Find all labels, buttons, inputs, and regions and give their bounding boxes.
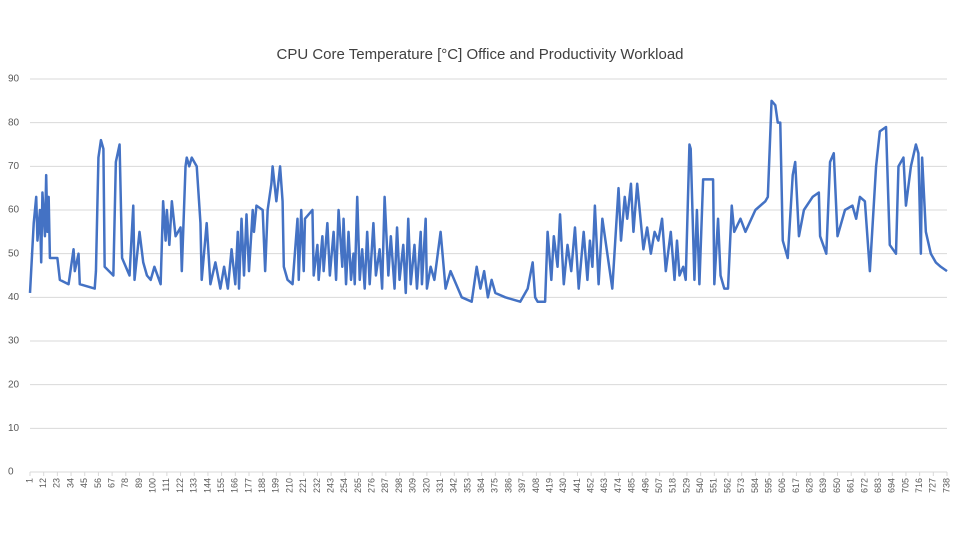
x-tick-label: 89: [134, 478, 144, 488]
y-tick-label: 10: [8, 423, 20, 434]
y-tick-label: 30: [8, 336, 20, 347]
x-tick-label: 309: [408, 478, 418, 493]
x-tick-label: 386: [503, 478, 513, 493]
x-tick-label: 210: [284, 478, 294, 493]
x-tick-label: 188: [257, 478, 267, 493]
x-tick-label: 265: [353, 478, 363, 493]
x-tick-label: 331: [435, 478, 445, 493]
x-tick-label: 397: [517, 478, 527, 493]
x-tick-label: 441: [572, 478, 582, 493]
x-tick-label: 496: [640, 478, 650, 493]
line-series: [28, 99, 948, 303]
x-tick-label: 584: [750, 478, 760, 493]
x-tick-label: 727: [928, 478, 938, 493]
x-tick-label: 474: [613, 478, 623, 493]
x-tick-label: 419: [544, 478, 554, 493]
x-tick-label: 672: [859, 478, 869, 493]
x-tick-label: 320: [421, 478, 431, 493]
x-tick-label: 111: [161, 478, 171, 492]
x-tick-label: 100: [148, 478, 158, 493]
x-tick-label: 617: [791, 478, 801, 493]
x-tick-label: 430: [558, 478, 568, 493]
x-tick-label: 254: [339, 478, 349, 493]
y-tick-label: 40: [8, 292, 20, 303]
x-tick-label: 452: [586, 478, 596, 493]
y-tick-label: 80: [8, 117, 20, 128]
x-tick-label: 639: [818, 478, 828, 493]
x-tick-label: 199: [271, 478, 281, 493]
x-tick-label: 177: [243, 478, 253, 493]
x-tick-label: 661: [846, 478, 856, 493]
x-tick-label: 144: [202, 478, 212, 493]
x-tick-label: 375: [490, 478, 500, 493]
x-tick-label: 606: [777, 478, 787, 493]
x-tick-label: 738: [941, 478, 951, 493]
chart-title: CPU Core Temperature [°C] Office and Pro…: [277, 46, 684, 63]
x-tick-label: 221: [298, 478, 308, 493]
x-tick-label: 23: [52, 478, 62, 488]
x-tick-label: 166: [230, 478, 240, 493]
x-tick-label: 540: [695, 478, 705, 493]
y-tick-label: 0: [8, 467, 14, 478]
x-tick-label: 276: [367, 478, 377, 493]
x-tick-label: 232: [312, 478, 322, 493]
y-tick-label: 70: [8, 161, 20, 172]
x-tick-label: 705: [900, 478, 910, 493]
x-tick-label: 683: [873, 478, 883, 493]
y-tick-label: 60: [8, 205, 20, 216]
x-tick-label: 529: [681, 478, 691, 493]
x-tick-label: 573: [736, 478, 746, 493]
x-tick-label: 595: [763, 478, 773, 493]
x-tick-label: 1: [24, 478, 34, 483]
x-tick-label: 408: [531, 478, 541, 493]
x-tick-label: 562: [722, 478, 732, 493]
y-tick-label: 90: [8, 74, 20, 85]
y-tick-label: 50: [8, 248, 20, 259]
x-tick-label: 243: [325, 478, 335, 493]
x-tick-label: 485: [627, 478, 637, 493]
x-tick-label: 67: [106, 478, 116, 488]
x-tick-label: 716: [914, 478, 924, 493]
x-tick-label: 298: [394, 478, 404, 493]
x-tick-label: 122: [175, 478, 185, 493]
x-tick-label: 78: [120, 478, 130, 488]
x-tick-label: 507: [654, 478, 664, 493]
x-tick-label: 694: [887, 478, 897, 493]
x-tick-label: 353: [462, 478, 472, 493]
x-tick-label: 45: [79, 478, 89, 488]
x-tick-label: 133: [189, 478, 199, 493]
x-tick-label: 463: [599, 478, 609, 493]
x-tick-label: 34: [65, 478, 75, 488]
x-tick-label: 364: [476, 478, 486, 493]
x-tick-label: 518: [668, 478, 678, 493]
x-tick-label: 628: [805, 478, 815, 493]
x-tick-label: 12: [38, 478, 48, 488]
x-tick-label: 56: [93, 478, 103, 488]
x-tick-label: 551: [709, 478, 719, 493]
y-tick-label: 20: [8, 379, 20, 390]
x-tick-label: 287: [380, 478, 390, 493]
x-tick-label: 342: [449, 478, 459, 493]
x-tick-label: 650: [832, 478, 842, 493]
x-tick-label: 155: [216, 478, 226, 493]
